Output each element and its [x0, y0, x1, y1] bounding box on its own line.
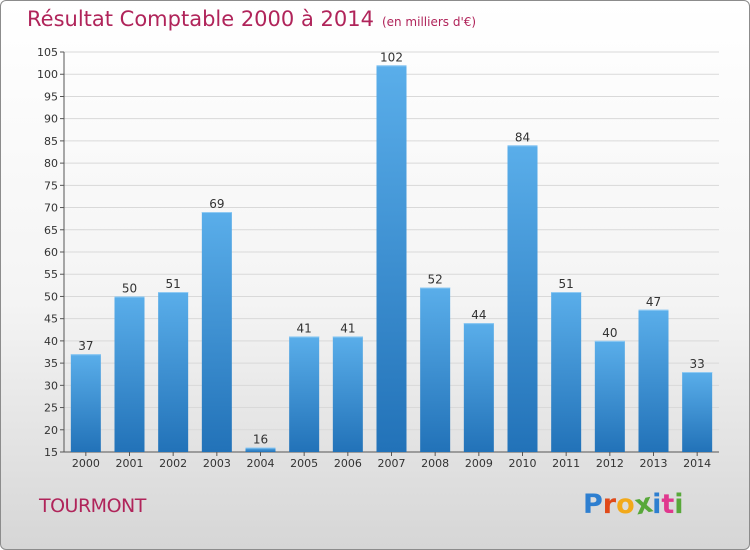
- x-tick-label: 2010: [509, 457, 537, 470]
- x-tick-label: 2013: [640, 457, 668, 470]
- y-tick-label: 60: [44, 246, 58, 259]
- y-tick-label: 50: [44, 290, 58, 303]
- chart-title-text: Résultat Comptable 2000 à 2014: [27, 7, 374, 31]
- bar-2005: [289, 336, 320, 452]
- bar-2000: [70, 354, 101, 452]
- y-tick-label: 100: [37, 68, 58, 81]
- y-tick-label: 35: [44, 357, 58, 370]
- bar-2007: [376, 65, 407, 452]
- proxiti-logo: Proxiti: [583, 488, 684, 522]
- data-label: 84: [515, 130, 530, 144]
- y-tick-label: 20: [44, 424, 58, 437]
- x-tick-label: 2004: [247, 457, 275, 470]
- y-tick-label: 70: [44, 202, 58, 215]
- x-tick-label: 2001: [116, 457, 144, 470]
- bar-2010: [507, 145, 538, 453]
- data-label: 50: [122, 281, 137, 295]
- y-tick-label: 25: [44, 402, 58, 415]
- bar-2001: [114, 296, 145, 452]
- data-label: 16: [253, 433, 268, 447]
- x-tick-label: 2003: [203, 457, 231, 470]
- data-label: 41: [297, 321, 312, 335]
- y-tick-label: 75: [44, 179, 58, 192]
- bar-2003: [201, 212, 232, 452]
- x-tick-label: 2011: [552, 457, 580, 470]
- logo-letter: i: [674, 489, 684, 520]
- data-label: 40: [602, 326, 617, 340]
- y-tick-label: 15: [44, 446, 58, 459]
- y-tick-label: 65: [44, 224, 58, 237]
- logo-letter: t: [661, 489, 675, 520]
- x-tick-label: 2006: [334, 457, 362, 470]
- y-tick-label: 40: [44, 335, 58, 348]
- bar-2002: [158, 292, 189, 452]
- y-tick-label: 90: [44, 113, 58, 126]
- bar-2014: [682, 372, 713, 452]
- data-label: 47: [646, 295, 661, 309]
- bar-2004: [245, 447, 276, 452]
- data-label: 52: [428, 273, 443, 287]
- data-label: 41: [340, 321, 355, 335]
- commune-name: TOURMONT: [39, 495, 146, 517]
- bar-2011: [551, 292, 582, 452]
- logo-letter: r: [602, 489, 617, 520]
- x-tick-label: 2005: [290, 457, 318, 470]
- logo-letter: P: [583, 489, 603, 520]
- x-tick-label: 2012: [596, 457, 624, 470]
- data-labels: 37 50 51 69 16 41 41 102 52 44 84 51 40 47 33: [78, 50, 705, 446]
- bar-2008: [420, 287, 451, 452]
- y-tick-label: 85: [44, 135, 58, 148]
- bars: [70, 65, 713, 453]
- bar-2012: [594, 340, 625, 452]
- x-tick-label: 2014: [683, 457, 711, 470]
- data-label: 44: [471, 308, 486, 322]
- y-tick-label: 80: [44, 157, 58, 170]
- x-tick-label: 2002: [159, 457, 187, 470]
- x-tick-label: 2008: [421, 457, 449, 470]
- data-label: 37: [78, 339, 93, 353]
- y-tick-label: 95: [44, 90, 58, 103]
- y-tick-label: 55: [44, 268, 58, 281]
- chart-subtitle: (en milliers d'€): [381, 15, 477, 29]
- y-tick-label: 45: [44, 313, 58, 326]
- x-tick-label: 2009: [465, 457, 493, 470]
- x-tick-label: 2007: [378, 457, 406, 470]
- bar-2013: [638, 309, 669, 452]
- data-label: 102: [380, 50, 403, 64]
- logo-letter: i: [652, 489, 662, 520]
- data-label: 33: [690, 357, 705, 371]
- data-label: 51: [166, 277, 181, 291]
- axes: 15 20 25 30 35 40 45 50 55 60 65 70 75 80 85 90 95 100 105…: [37, 46, 719, 470]
- data-label: 69: [209, 197, 224, 211]
- bar-2009: [463, 323, 494, 452]
- chart-title: Résultat Comptable 2000 à 2014 (en millie…: [27, 7, 476, 31]
- data-label: 51: [559, 277, 574, 291]
- bar-2006: [332, 336, 363, 452]
- y-tick-label: 105: [37, 46, 58, 59]
- x-tick-label: 2000: [72, 457, 100, 470]
- y-tick-label: 30: [44, 379, 58, 392]
- logo-letter: o: [616, 489, 635, 520]
